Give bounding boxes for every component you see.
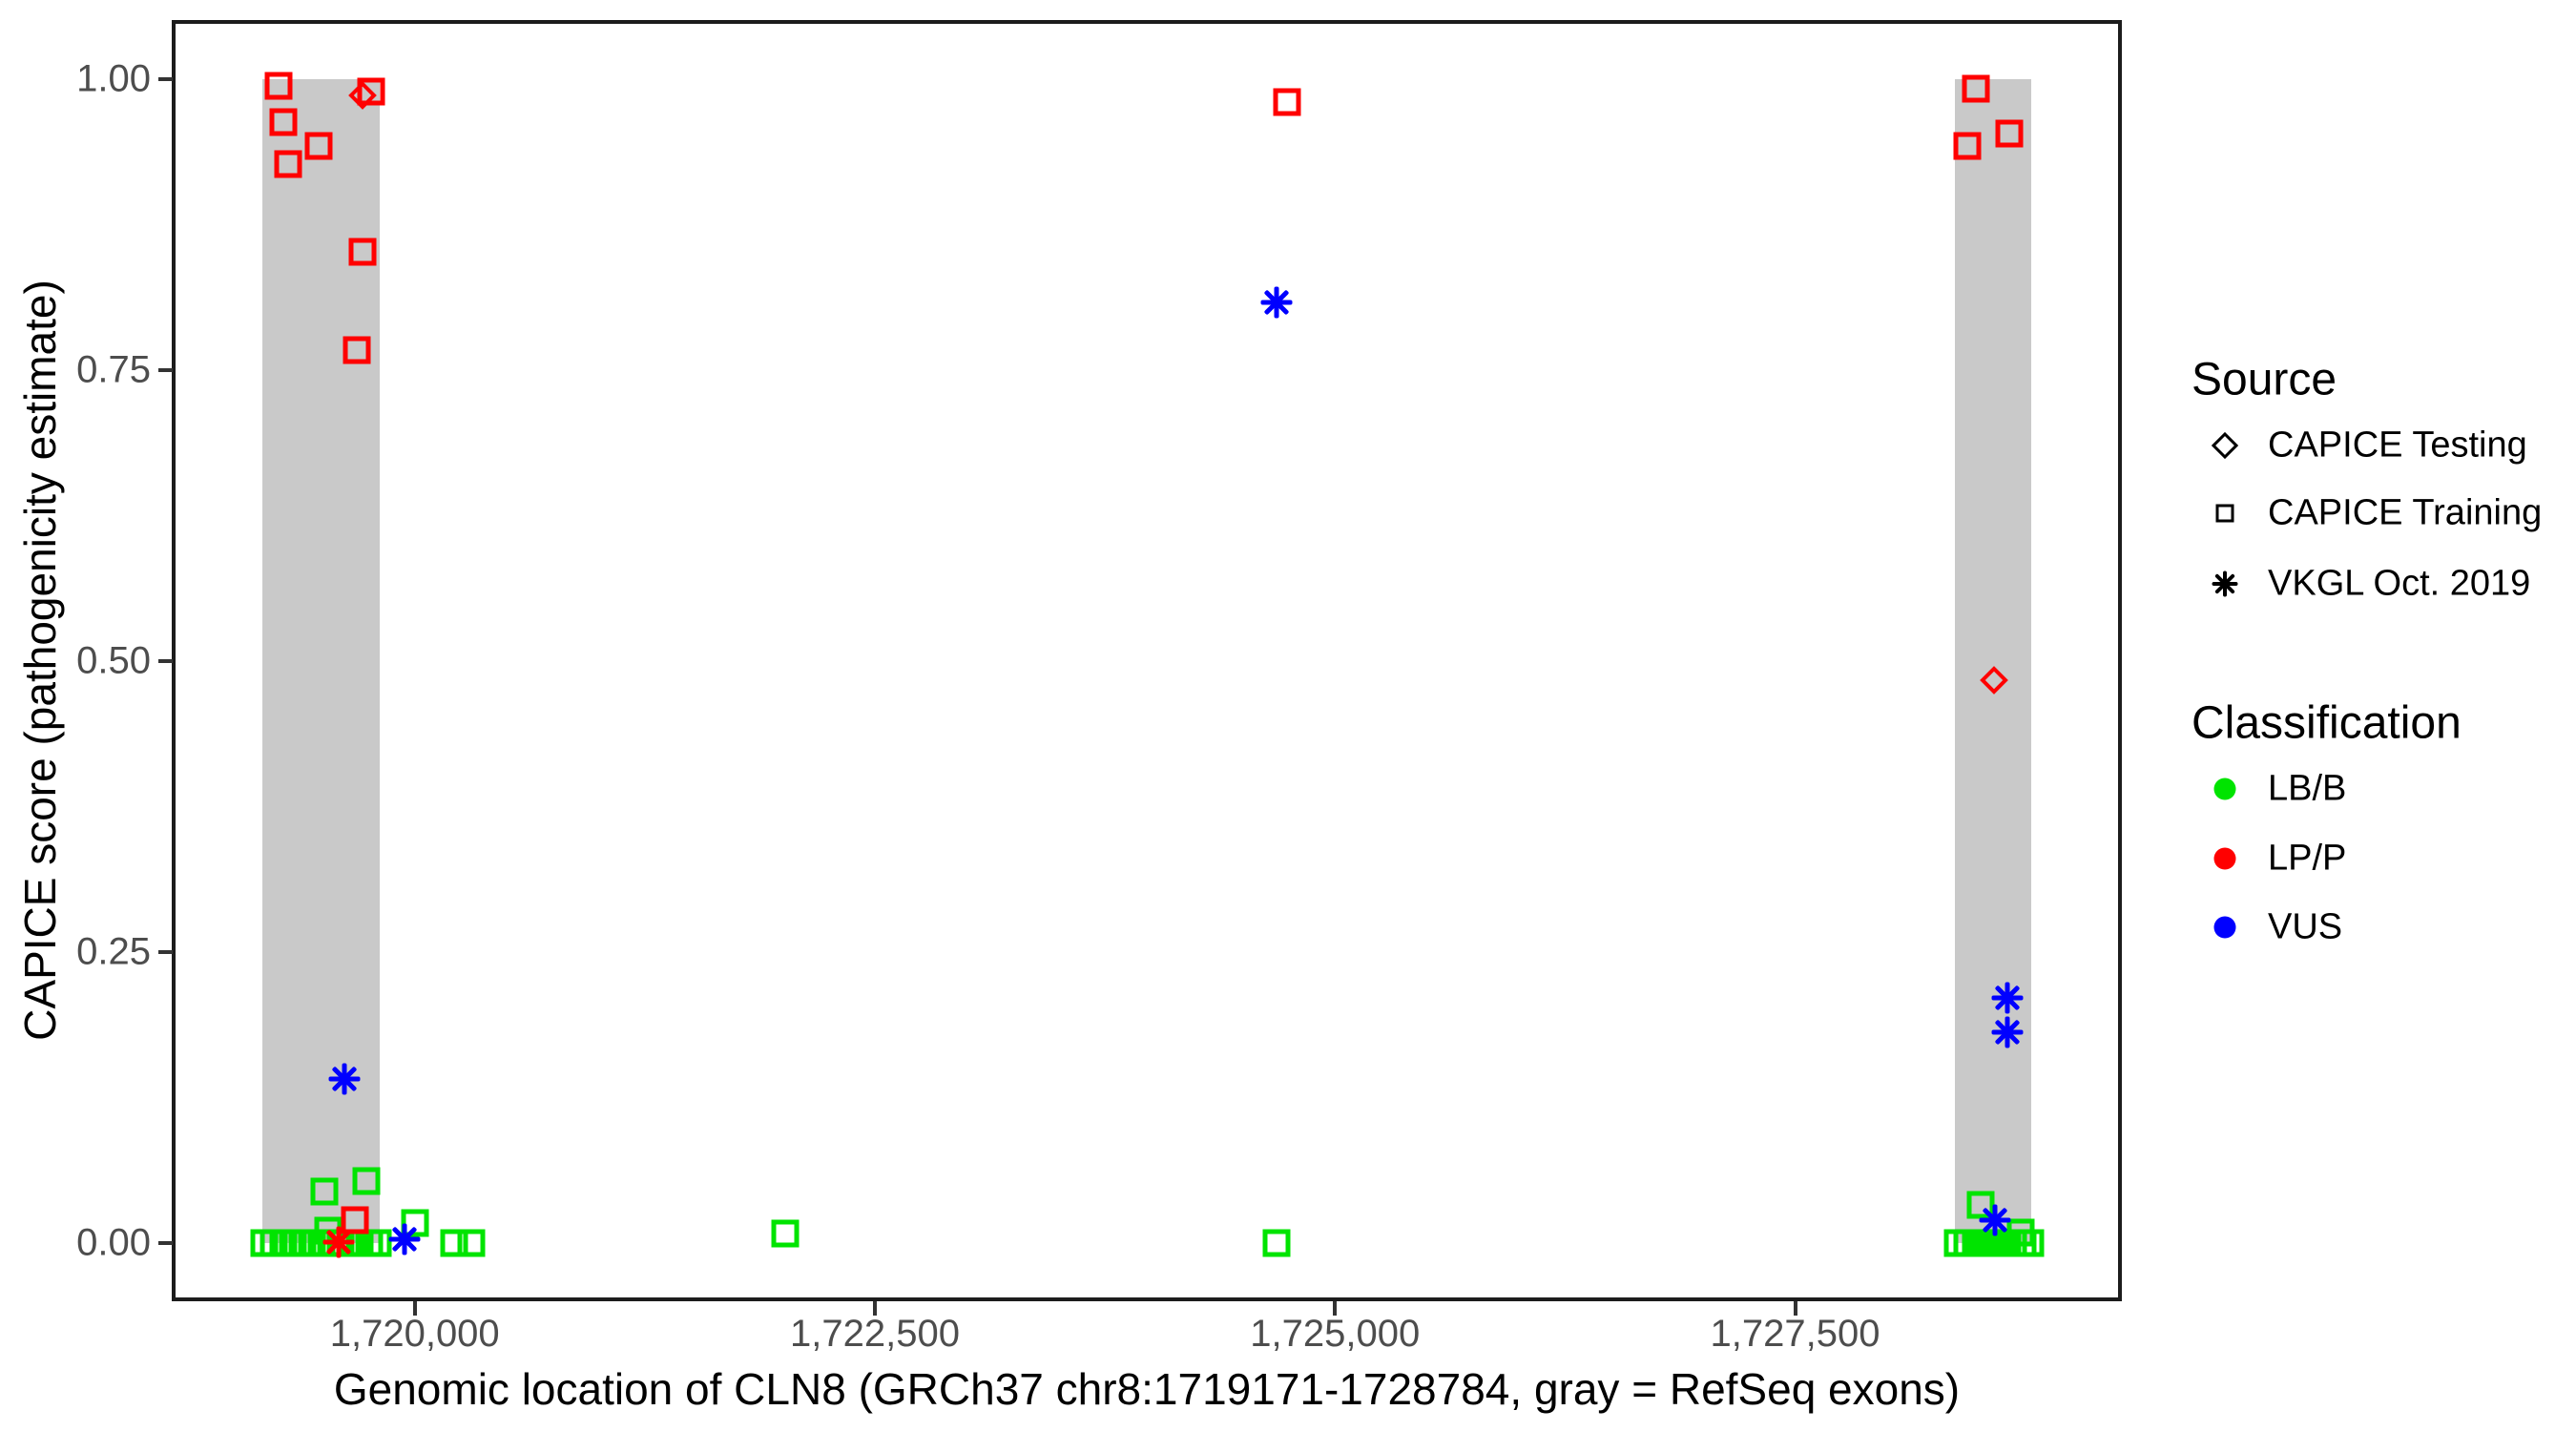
data-point-square [440,1229,468,1257]
y-axis-title: CAPICE score (pathogenicity estimate) [15,280,65,1041]
x-tick-label: 1,720,000 [329,1313,500,1355]
data-point-square [304,132,333,160]
data-point-square [269,108,298,136]
legend-classification-title: Classification [2192,697,2462,749]
x-tick [1793,1301,1797,1316]
legend-item-label: CAPICE Training [2268,492,2543,533]
data-point-square [264,72,293,100]
y-tick-label: 0.25 [76,930,151,973]
data-point-square [343,336,371,364]
y-tick [158,1241,173,1245]
y-tick-label: 1.00 [76,57,151,100]
x-tick-label: 1,725,000 [1250,1313,1421,1355]
y-tick-label: 0.75 [76,348,151,391]
data-point-square [771,1219,800,1248]
data-point-square [1273,88,1301,116]
data-point-square [1953,132,1982,160]
y-tick [158,368,173,372]
legend-item-label: LP/P [2268,838,2347,879]
x-tick-label: 1,727,500 [1710,1313,1880,1355]
data-point-square [310,1177,339,1206]
data-point-square [1262,1229,1291,1257]
data-point-square [457,1229,486,1257]
data-point-square [348,238,377,266]
dot-icon [2213,916,2236,939]
data-point-square [1995,119,2024,148]
legend-source-title: Source [2192,354,2337,405]
data-point-square [357,77,385,106]
legend-item-label: VUS [2268,906,2343,947]
data-point-square [274,150,302,178]
dot-icon [2213,847,2236,870]
data-point-square [1962,74,1990,103]
legend-item-label: CAPICE Testing [2268,425,2527,466]
data-point-square [401,1209,429,1237]
square-icon [2215,504,2234,523]
data-point-diamond [1979,665,2008,695]
data-point-square [1966,1191,1995,1219]
legend-item-label: VKGL Oct. 2019 [2268,563,2531,604]
data-point-square [364,1229,392,1257]
legend-item-label: LB/B [2268,768,2347,809]
y-tick [158,77,173,81]
y-tick-label: 0.00 [76,1221,151,1264]
x-tick [412,1301,417,1316]
y-tick-label: 0.50 [76,639,151,682]
data-point-square [341,1206,369,1234]
x-tick [872,1301,877,1316]
data-point-square [352,1167,381,1195]
y-tick [158,659,173,663]
x-axis-title: Genomic location of CLN8 (GRCh37 chr8:17… [333,1364,1961,1414]
exon-band [1954,79,2032,1243]
exon-band [261,79,381,1243]
y-tick [158,950,173,954]
x-tick [1333,1301,1338,1316]
dot-icon [2213,778,2236,800]
data-point-square [2006,1218,2035,1247]
x-tick-label: 1,722,500 [789,1313,960,1355]
